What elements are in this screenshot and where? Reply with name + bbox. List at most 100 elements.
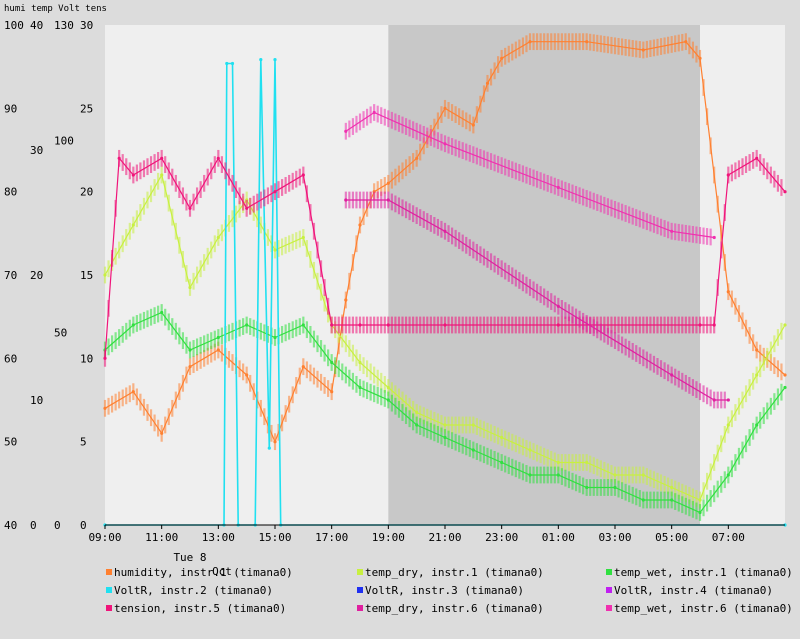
data-point [273, 440, 277, 444]
y-tick-humi: 90 [4, 102, 17, 115]
data-point [712, 235, 716, 240]
y-tick-tens: 20 [80, 186, 93, 199]
data-point [641, 473, 645, 477]
data-point [528, 40, 532, 44]
y-tick-temp: 20 [30, 269, 43, 282]
data-point [443, 323, 447, 327]
x-tick-label: 05:00 [655, 531, 688, 544]
series-line [345, 111, 715, 239]
data-point [783, 190, 787, 194]
data-point [726, 290, 730, 294]
y-tick-temp: 0 [30, 519, 37, 532]
data-point [225, 61, 229, 66]
data-point [245, 323, 249, 327]
data-point [698, 498, 702, 502]
y-tick-tens: 30 [80, 19, 93, 32]
data-point [712, 398, 716, 402]
y-tick-Volt: 0 [54, 519, 61, 532]
data-point [386, 323, 390, 327]
x-tick-label: 23:00 [485, 531, 518, 544]
y-tick-Volt: 50 [54, 327, 67, 340]
data-point [641, 48, 645, 52]
data-point [726, 473, 730, 477]
y-tick-humi: 80 [4, 186, 17, 199]
x-tick-label: 01:00 [542, 531, 575, 544]
y-tick-humi: 40 [4, 519, 17, 532]
data-point [783, 385, 787, 390]
data-point [301, 323, 305, 327]
legend-label: temp_wet, instr.6 (timana0) [614, 602, 793, 615]
data-point [330, 390, 334, 394]
data-point [117, 156, 121, 160]
data-point [344, 129, 348, 133]
legend-label: temp_dry, instr.1 (timana0) [365, 566, 544, 579]
legend-swatch [357, 569, 363, 575]
data-point [386, 398, 390, 402]
data-point [585, 485, 589, 490]
data-point [585, 40, 589, 44]
legend-swatch [606, 587, 612, 593]
data-point [358, 385, 362, 390]
legend-swatch [106, 605, 112, 611]
data-point [273, 58, 277, 62]
data-point [245, 373, 249, 377]
x-axis: 09:00 11:00 13:00 15:00 17:00 19:00 21:00 23:00… [88, 524, 785, 578]
x-tick-label: 09:00 [88, 531, 121, 544]
data-point [783, 373, 787, 377]
date-label-month: Oct [212, 565, 232, 578]
data-point [415, 423, 419, 427]
data-point [103, 406, 107, 410]
data-point [273, 335, 277, 340]
data-point [500, 435, 504, 440]
legend-label: humidity, instr.1 (timana0) [114, 566, 293, 579]
data-point [670, 373, 674, 377]
data-point [358, 360, 362, 365]
data-point [698, 56, 702, 60]
data-point [613, 485, 617, 490]
data-point [726, 173, 730, 177]
x-tick-label: 03:00 [598, 531, 631, 544]
data-point [131, 323, 135, 327]
x-tick-label: 17:00 [315, 531, 348, 544]
data-point [267, 446, 271, 450]
data-point [273, 248, 277, 252]
y-tick-humi: 50 [4, 436, 17, 449]
night-shade [388, 25, 700, 525]
legend-label: VoltR, instr.2 (timana0) [114, 584, 273, 597]
legend-label: VoltR, instr.4 (timana0) [614, 584, 773, 597]
legend-label: tension, instr.5 (timana0) [114, 602, 286, 615]
data-point [755, 373, 759, 377]
data-point [386, 385, 390, 390]
data-point [415, 410, 419, 415]
data-point [131, 173, 135, 177]
y-tick-temp: 10 [30, 394, 43, 407]
legend: humidity, instr.1 (timana0) temp_dry, ins… [106, 566, 793, 615]
data-point [230, 61, 235, 66]
data-point [528, 473, 532, 477]
data-point [755, 348, 759, 352]
data-point [556, 473, 560, 477]
data-point [103, 356, 107, 360]
data-point [301, 173, 305, 177]
data-point [415, 156, 419, 160]
data-point [245, 206, 249, 210]
data-point [358, 323, 362, 327]
data-point [330, 323, 334, 327]
series-1 [103, 166, 787, 509]
axes-header: humi temp Volt tens [4, 4, 107, 14]
series-2 [103, 304, 787, 521]
x-tick-label: 11:00 [145, 531, 178, 544]
series-0 [103, 33, 787, 451]
data-point [344, 198, 348, 202]
data-point [273, 190, 277, 194]
data-point [301, 235, 305, 240]
data-point [160, 310, 164, 315]
data-point [755, 156, 759, 160]
data-point [188, 348, 192, 352]
legend-swatch [106, 587, 112, 593]
x-tick-label: 19:00 [372, 531, 405, 544]
legend-swatch [606, 605, 612, 611]
data-point [500, 56, 504, 60]
data-point [670, 498, 674, 502]
